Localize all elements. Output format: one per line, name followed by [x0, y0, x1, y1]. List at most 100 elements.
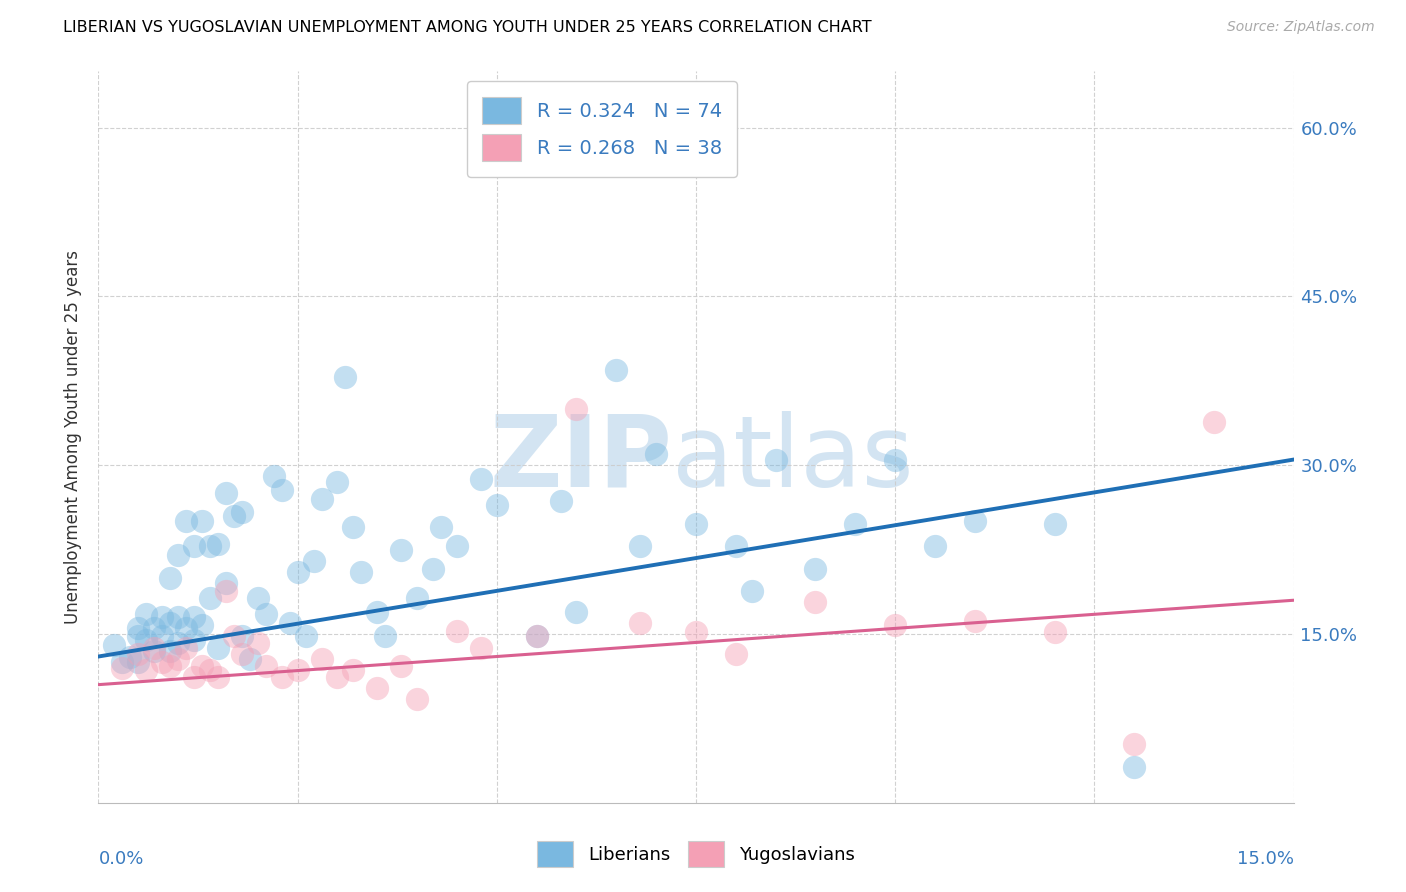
Point [963, 515, 986, 529]
Point [159, 571, 181, 585]
Point [270, 670, 292, 684]
Point [120, 649, 142, 664]
Point [422, 562, 444, 576]
Point [143, 640, 166, 655]
Point [278, 615, 301, 630]
Point [174, 640, 197, 655]
Point [167, 548, 190, 562]
Y-axis label: Unemployment Among Youth under 25 years: Unemployment Among Youth under 25 years [65, 250, 83, 624]
Point [174, 621, 197, 635]
Point [207, 537, 229, 551]
Point [127, 629, 149, 643]
Point [374, 629, 396, 643]
Point [127, 621, 149, 635]
Point [765, 452, 787, 467]
Point [254, 658, 277, 673]
Point [270, 483, 292, 497]
Point [628, 615, 651, 630]
Point [605, 362, 627, 376]
Point [685, 624, 707, 639]
Point [246, 636, 269, 650]
Point [741, 584, 763, 599]
Point [191, 618, 214, 632]
Point [231, 647, 253, 661]
Point [366, 681, 388, 695]
Point [645, 447, 668, 461]
Point [1202, 416, 1225, 430]
Point [302, 554, 325, 568]
Point [724, 647, 747, 661]
Point [565, 401, 588, 416]
Point [485, 498, 508, 512]
Point [804, 595, 827, 609]
Text: 0.0%: 0.0% [98, 850, 143, 868]
Point [183, 670, 205, 684]
Point [924, 539, 946, 553]
Point [215, 576, 238, 591]
Point [159, 644, 181, 658]
Point [135, 607, 157, 621]
Point [446, 539, 468, 553]
Point [446, 624, 468, 638]
Point [207, 670, 229, 684]
Point [159, 658, 181, 673]
Point [342, 663, 364, 677]
Point [685, 516, 707, 531]
Point [470, 640, 492, 655]
Point [326, 475, 349, 489]
Point [222, 508, 245, 523]
Text: 15.0%: 15.0% [1236, 850, 1294, 868]
Point [470, 472, 492, 486]
Point [135, 663, 157, 677]
Point [111, 661, 134, 675]
Text: Source: ZipAtlas.com: Source: ZipAtlas.com [1227, 20, 1375, 34]
Point [143, 621, 166, 635]
Point [183, 539, 205, 553]
Point [222, 629, 245, 643]
Point [406, 692, 429, 706]
Point [183, 632, 205, 647]
Point [406, 591, 429, 605]
Point [215, 584, 238, 599]
Point [724, 539, 747, 553]
Point [246, 591, 269, 605]
Point [884, 452, 907, 467]
Point [430, 520, 453, 534]
Point [628, 539, 651, 553]
Point [350, 565, 373, 579]
Point [263, 469, 285, 483]
Point [550, 494, 572, 508]
Point [167, 652, 190, 666]
Point [884, 618, 907, 632]
Point [294, 629, 316, 643]
Point [167, 610, 190, 624]
Point [287, 565, 309, 579]
Point [159, 615, 181, 630]
Point [191, 658, 214, 673]
Point [311, 652, 333, 666]
Point [191, 515, 214, 529]
Point [1123, 760, 1146, 774]
Point [231, 506, 253, 520]
Point [1123, 737, 1146, 751]
Point [150, 655, 173, 669]
Point [366, 605, 388, 619]
Point [1043, 624, 1066, 639]
Point [103, 638, 125, 652]
Point [565, 605, 588, 619]
Point [150, 610, 173, 624]
Point [135, 632, 157, 647]
Point [326, 670, 349, 684]
Point [111, 655, 134, 669]
Point [287, 663, 309, 677]
Point [389, 542, 412, 557]
Point [1043, 516, 1066, 531]
Point [311, 491, 333, 506]
Point [804, 562, 827, 576]
Legend: Liberians, Yugoslavians: Liberians, Yugoslavians [530, 834, 862, 874]
Point [335, 370, 357, 384]
Point [174, 515, 197, 529]
Point [150, 629, 173, 643]
Point [239, 652, 262, 666]
Point [342, 520, 364, 534]
